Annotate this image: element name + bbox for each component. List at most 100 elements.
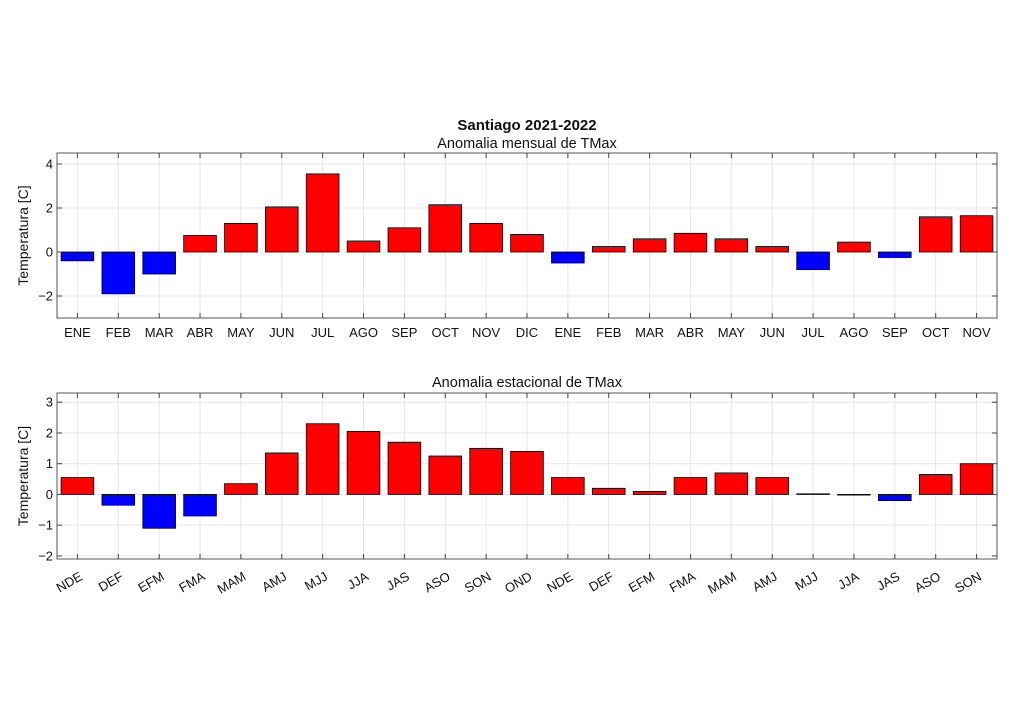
monthly-bar bbox=[551, 251, 585, 264]
seasonal-bar bbox=[428, 455, 463, 495]
monthly-bar bbox=[837, 241, 871, 253]
seasonal-ytick-label: 0 bbox=[46, 487, 53, 502]
seasonal-bar bbox=[101, 494, 136, 506]
monthly-bar bbox=[673, 232, 708, 253]
seasonal-xtick-label: MJJ bbox=[792, 569, 820, 594]
monthly-bar bbox=[428, 204, 463, 253]
seasonal-bar bbox=[346, 431, 381, 495]
monthly-chart-title: Anomalia mensual de TMax bbox=[437, 136, 617, 152]
seasonal-xtick-label: JJA bbox=[345, 568, 372, 592]
seasonal-chart-title: Anomalia estacional de TMax bbox=[432, 375, 623, 391]
seasonal-bar bbox=[224, 483, 258, 495]
seasonal-xtick-label: MAM bbox=[705, 569, 739, 597]
seasonal-bar bbox=[878, 494, 912, 501]
monthly-bar bbox=[510, 233, 544, 253]
monthly-ytick-label: 2 bbox=[46, 201, 53, 216]
monthly-bar bbox=[632, 238, 667, 253]
monthly-ytick-label: −2 bbox=[38, 289, 53, 304]
seasonal-bar bbox=[387, 441, 422, 495]
monthly-xtick-label: OCT bbox=[432, 325, 460, 340]
monthly-bar bbox=[305, 173, 340, 253]
monthly-bar bbox=[469, 222, 503, 253]
monthly-bar bbox=[591, 246, 626, 253]
monthly-xtick-label: MAY bbox=[227, 325, 255, 340]
seasonal-xtick-label: ASO bbox=[912, 569, 943, 596]
seasonal-xtick-label: FMA bbox=[667, 568, 699, 595]
monthly-bar bbox=[387, 227, 422, 253]
seasonal-xtick-label: SON bbox=[952, 569, 984, 596]
seasonal-bar bbox=[142, 494, 176, 529]
seasonal-bar bbox=[551, 477, 585, 495]
seasonal-xtick-label: ASO bbox=[421, 569, 452, 596]
seasonal-bar bbox=[673, 477, 708, 495]
monthly-bar bbox=[265, 206, 299, 253]
monthly-xtick-label: ENE bbox=[555, 325, 582, 340]
seasonal-xtick-label: JAS bbox=[384, 568, 412, 593]
monthly-xtick-label: SEP bbox=[882, 325, 908, 340]
seasonal-bar bbox=[183, 494, 217, 517]
seasonal-xtick-label: OND bbox=[502, 569, 535, 596]
monthly-bar bbox=[183, 235, 217, 253]
monthly-bar bbox=[796, 251, 830, 271]
monthly-ytick-label: 0 bbox=[46, 245, 53, 260]
monthly-xtick-label: NOV bbox=[472, 325, 501, 340]
monthly-bar bbox=[918, 216, 953, 253]
seasonal-bar bbox=[959, 463, 994, 495]
seasonal-bar bbox=[305, 423, 340, 495]
seasonal-bar bbox=[796, 493, 830, 495]
monthly-bar bbox=[101, 251, 136, 295]
seasonal-anomaly-chart: Anomalia estacional de TMax −2 −1 0 1 2 3 NDE DE… bbox=[15, 375, 998, 597]
monthly-bar bbox=[60, 251, 95, 262]
seasonal-bar bbox=[632, 490, 667, 495]
seasonal-bar bbox=[510, 451, 544, 495]
monthly-xtick-label: FEB bbox=[106, 325, 131, 340]
seasonal-bar bbox=[591, 487, 626, 495]
monthly-xtick-label: AGO bbox=[840, 325, 869, 340]
monthly-xtick-label: NOV bbox=[962, 325, 991, 340]
figure-title: Santiago 2021-2022 bbox=[457, 117, 596, 134]
seasonal-ytick-label: −1 bbox=[38, 518, 53, 533]
seasonal-xtick-label: JJA bbox=[835, 568, 862, 592]
monthly-bar bbox=[346, 240, 381, 253]
monthly-xtick-label: OCT bbox=[922, 325, 950, 340]
seasonal-xtick-label: MAM bbox=[215, 569, 249, 597]
monthly-ytick-label: 4 bbox=[46, 157, 53, 172]
seasonal-xtick-label: DEF bbox=[96, 569, 126, 595]
seasonal-xtick-label: NDE bbox=[54, 568, 86, 595]
seasonal-bar bbox=[60, 477, 95, 495]
seasonal-ytick-label: 2 bbox=[46, 425, 53, 440]
monthly-xtick-label: AGO bbox=[349, 325, 378, 340]
seasonal-xtick-label: FMA bbox=[176, 568, 208, 595]
seasonal-ytick-label: 3 bbox=[46, 395, 53, 410]
seasonal-bar bbox=[755, 477, 789, 495]
monthly-bar bbox=[714, 238, 749, 253]
seasonal-ylabel: Temperatura [C] bbox=[15, 426, 31, 526]
monthly-xtick-label: MAR bbox=[635, 325, 664, 340]
monthly-bar bbox=[878, 251, 912, 258]
monthly-xtick-label: DIC bbox=[516, 325, 538, 340]
monthly-xtick-label: MAR bbox=[145, 325, 174, 340]
seasonal-bar bbox=[265, 452, 299, 495]
seasonal-bar bbox=[918, 474, 953, 495]
seasonal-xtick-label: MJJ bbox=[302, 569, 330, 594]
monthly-xtick-label: JUL bbox=[311, 325, 334, 340]
monthly-xtick-label: ABR bbox=[187, 325, 214, 340]
monthly-bar bbox=[224, 222, 258, 253]
seasonal-xtick-label: AMJ bbox=[750, 569, 780, 595]
seasonal-xtick-label: EFM bbox=[135, 569, 166, 596]
monthly-bar bbox=[755, 246, 789, 253]
monthly-xtick-label: JUL bbox=[802, 325, 825, 340]
monthly-xtick-label: SEP bbox=[391, 325, 417, 340]
seasonal-xtick-label: DEF bbox=[586, 569, 616, 595]
seasonal-bar bbox=[469, 447, 503, 495]
seasonal-ytick-label: 1 bbox=[46, 456, 53, 471]
seasonal-xtick-label: JAS bbox=[874, 568, 902, 593]
monthly-anomaly-chart: Anomalia mensual de TMax −2 0 2 4 ENE FEB MAR AB… bbox=[15, 136, 998, 340]
monthly-xtick-label: JUN bbox=[269, 325, 294, 340]
monthly-xtick-label: ABR bbox=[677, 325, 704, 340]
monthly-xtick-label: ENE bbox=[64, 325, 91, 340]
seasonal-xtick-label: EFM bbox=[626, 569, 657, 596]
monthly-xtick-label: MAY bbox=[718, 325, 746, 340]
monthly-xtick-label: JUN bbox=[760, 325, 785, 340]
